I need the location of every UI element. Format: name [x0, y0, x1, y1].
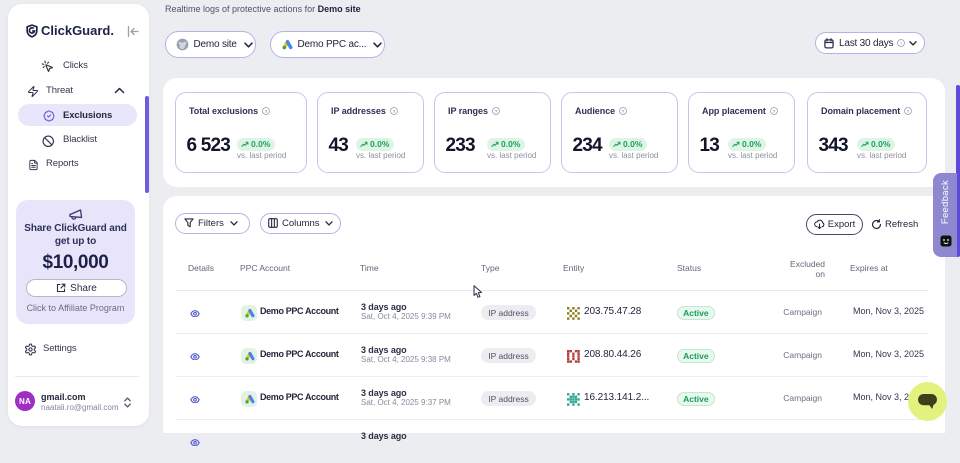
svg-text:?: ? [900, 41, 903, 47]
svg-text:?: ? [622, 109, 625, 115]
svg-text:?: ? [392, 109, 395, 115]
svg-text:?: ? [772, 109, 775, 115]
svg-text:?: ? [907, 109, 910, 115]
svg-text:?: ? [494, 109, 497, 115]
svg-text:?: ? [265, 109, 268, 115]
